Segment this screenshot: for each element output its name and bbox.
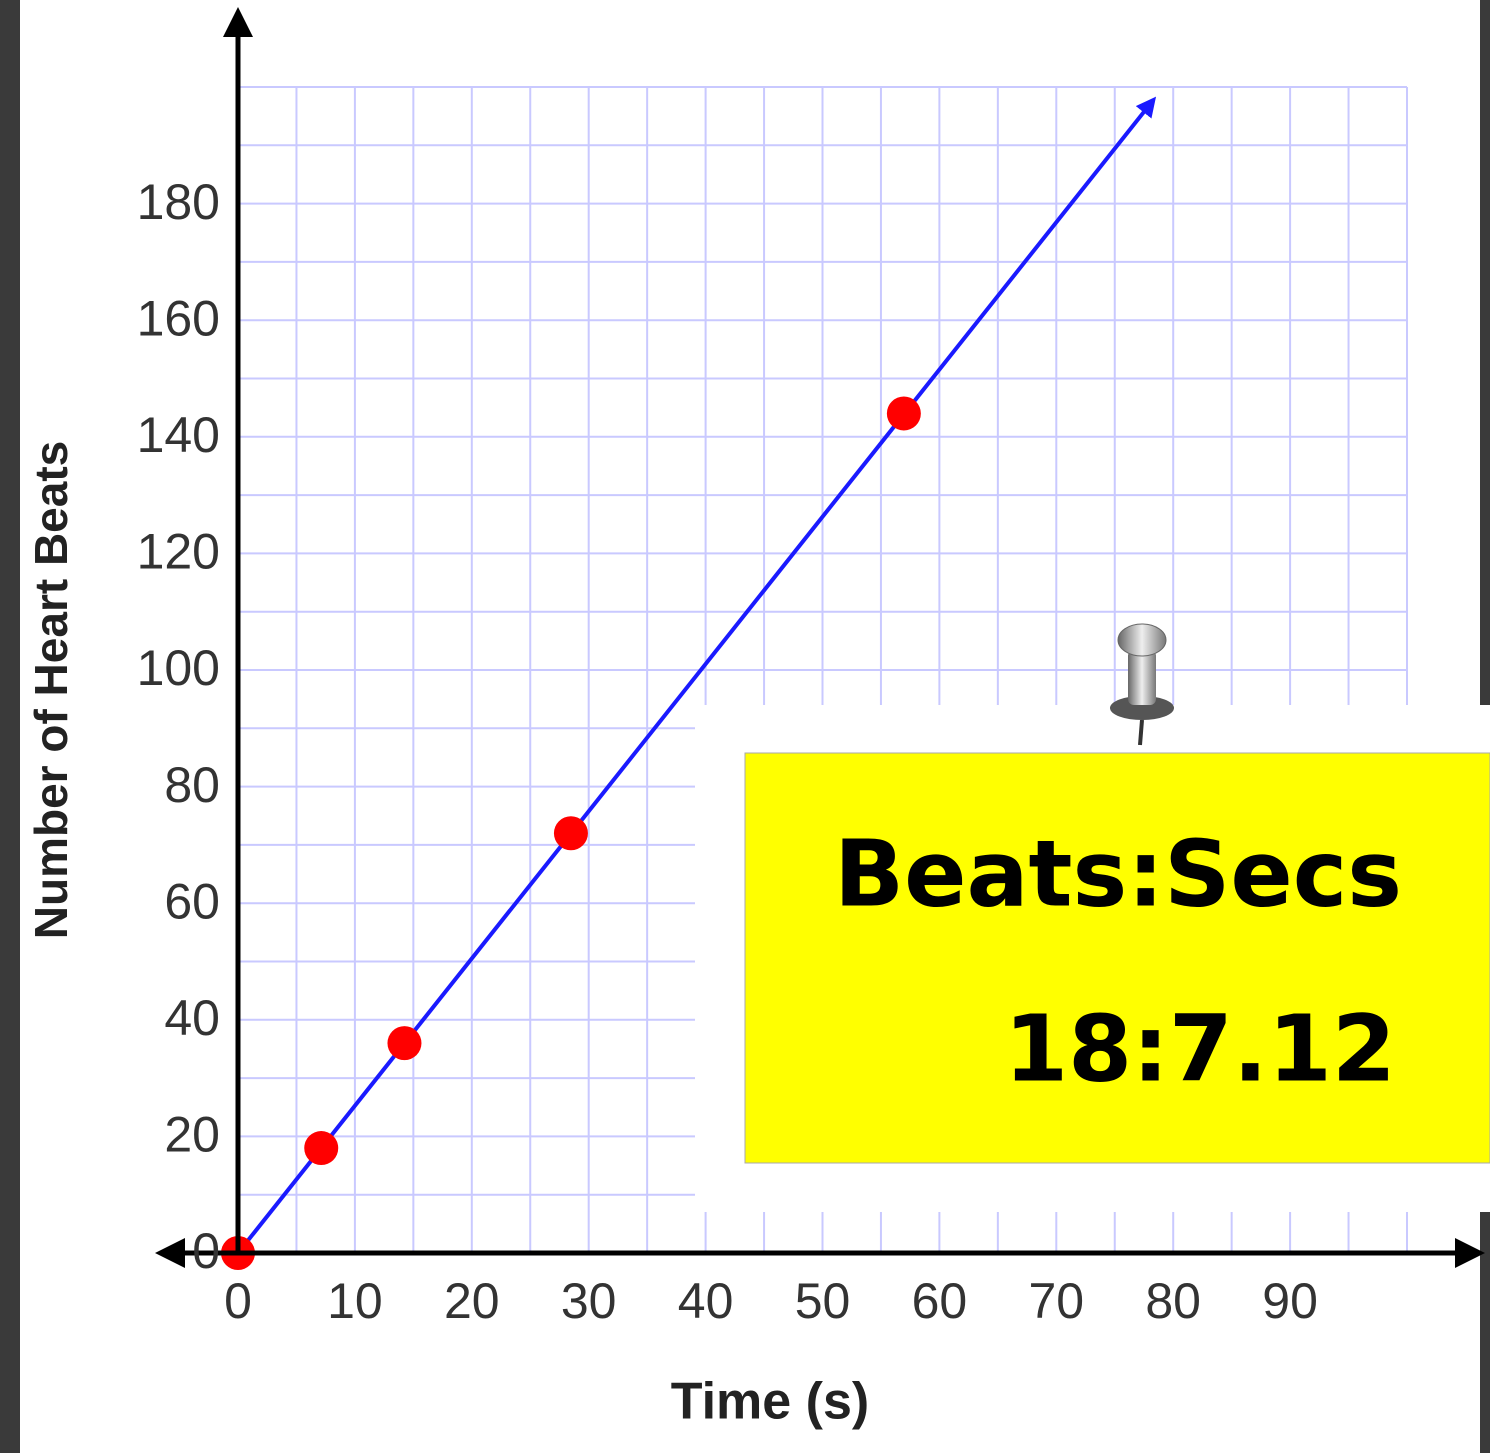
x-tick-label: 20 [444, 1273, 500, 1329]
sticky-note: Beats:Secs 18:7.12 [695, 623, 1490, 1212]
x-tick-label: 70 [1028, 1273, 1084, 1329]
y-tick-label: 180 [137, 174, 220, 230]
y-tick-label: 160 [137, 290, 220, 346]
x-tick-label: 10 [327, 1273, 383, 1329]
data-point [886, 396, 921, 431]
note-line: Beats:Secs [834, 820, 1402, 927]
data-point [304, 1131, 339, 1166]
x-tick-label: 90 [1262, 1273, 1318, 1329]
note-line: 18:7.12 [1004, 995, 1396, 1102]
note-paper [744, 752, 1490, 1164]
y-tick-label: 0 [192, 1223, 220, 1279]
data-point [553, 816, 588, 851]
x-tick-label: 60 [912, 1273, 968, 1329]
data-point [387, 1026, 422, 1061]
labels: Time (s) Number of Heart Beats 0 10 20 30 40… [25, 174, 1318, 1431]
x-tick-label: 0 [224, 1273, 252, 1329]
y-axis-label: Number of Heart Beats [25, 441, 77, 939]
y-tick-label: 20 [164, 1107, 220, 1163]
y-tick-label: 100 [137, 640, 220, 696]
y-tick-label: 80 [164, 757, 220, 813]
y-tick-label: 120 [137, 524, 220, 580]
y-tick-label: 60 [164, 873, 220, 929]
axes [155, 7, 1485, 1268]
y-tick-label: 40 [164, 990, 220, 1046]
pushpin [1110, 623, 1174, 746]
x-axis-label: Time (s) [671, 1373, 869, 1431]
y-tick-label: 140 [137, 407, 220, 463]
x-tick-label: 50 [795, 1273, 851, 1329]
trend-line [236, 96, 1157, 1255]
x-tick-label: 40 [678, 1273, 734, 1329]
x-tick-label: 80 [1145, 1273, 1201, 1329]
x-tick-label: 30 [561, 1273, 617, 1329]
